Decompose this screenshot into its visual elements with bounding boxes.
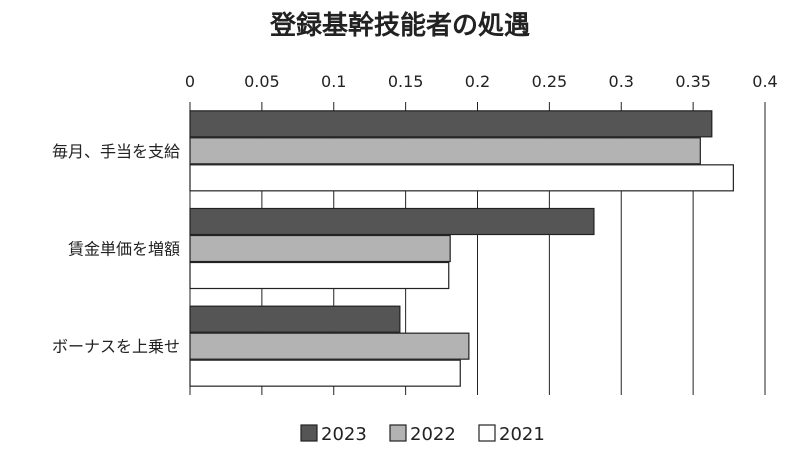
legend-label: 2022 (410, 424, 456, 445)
legend-swatch (300, 424, 318, 442)
bars (189, 110, 734, 387)
category-label: ボーナスを上乗せ (52, 337, 180, 356)
legend-item-2021: 2021 (478, 424, 545, 445)
x-tick-label: 0.05 (244, 72, 280, 91)
x-axis-ticks: 0 0.05 0.1 0.15 0.2 0.25 0.3 0.35 0.4 (185, 72, 778, 91)
legend-swatch (478, 424, 496, 442)
legend-item-2023: 2023 (300, 424, 367, 445)
x-tick-label: 0.2 (465, 72, 490, 91)
x-tick-label: 0.3 (609, 72, 634, 91)
legend-swatch (389, 424, 407, 442)
legend: 2023 2022 2021 (300, 424, 545, 445)
x-tick-label: 0.35 (675, 72, 711, 91)
bar-2022-1 (189, 234, 451, 263)
bar-2021-2 (189, 359, 461, 387)
category-label: 賃金単価を増額 (68, 240, 180, 259)
x-tick-label: 0 (185, 72, 195, 91)
bar-2021-0 (189, 164, 734, 192)
bar-2023-2 (189, 305, 401, 333)
x-tick-label: 0.15 (388, 72, 424, 91)
chart-title: 登録基幹技能者の処遇 (269, 10, 530, 41)
x-tick-label: 0.1 (321, 72, 346, 91)
category-label: 毎月、手当を支給 (52, 142, 180, 161)
bar-2023-0 (189, 110, 713, 138)
legend-label: 2023 (321, 424, 367, 445)
bar-2021-1 (189, 261, 450, 290)
x-tick-label: 0.25 (532, 72, 568, 91)
x-tick-label: 0.4 (752, 72, 777, 91)
legend-label: 2021 (499, 424, 545, 445)
bar-2022-0 (189, 137, 701, 165)
legend-item-2022: 2022 (389, 424, 456, 445)
bar-2022-2 (189, 332, 470, 360)
bar-2023-1 (189, 207, 595, 236)
